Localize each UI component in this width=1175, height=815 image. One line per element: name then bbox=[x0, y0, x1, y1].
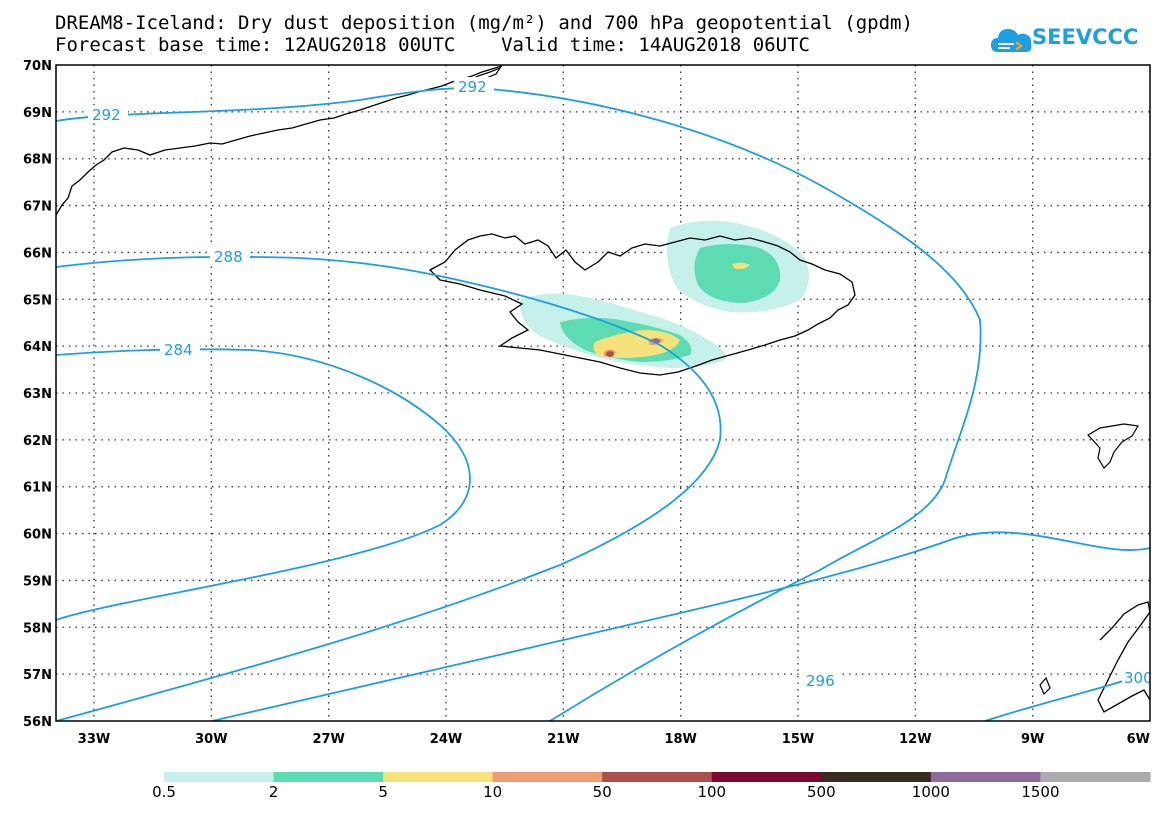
lat-label: 64N bbox=[23, 340, 52, 355]
lat-label: 57N bbox=[23, 668, 52, 683]
lon-label: 6W bbox=[1127, 732, 1150, 747]
legend-label: 0.5 bbox=[152, 783, 176, 801]
scotland-coastline bbox=[1097, 601, 1150, 713]
lon-label: 24W bbox=[430, 732, 462, 747]
lat-label: 61N bbox=[23, 481, 52, 496]
legend-swatch bbox=[273, 772, 384, 782]
legend-label: 500 bbox=[807, 783, 836, 801]
contour-label-group: 292 292 288 284 296 300 bbox=[88, 77, 1153, 690]
contour-296 bbox=[211, 531, 1150, 721]
legend-colorbar bbox=[164, 772, 1151, 782]
legend-label: 1500 bbox=[1021, 783, 1060, 801]
logo-text: SEEVCCC bbox=[1032, 25, 1139, 49]
lon-label: 21W bbox=[547, 732, 579, 747]
contour-label: 292 bbox=[458, 78, 487, 96]
cloud-icon bbox=[991, 29, 1032, 52]
contour-label: 292 bbox=[92, 106, 121, 124]
lat-label: 70N bbox=[23, 59, 52, 74]
legend-swatch bbox=[821, 772, 932, 782]
contour-284 bbox=[56, 348, 471, 621]
lon-label: 18W bbox=[664, 732, 696, 747]
lon-label: 30W bbox=[195, 732, 227, 747]
lat-label: 60N bbox=[23, 528, 52, 543]
contour-288 bbox=[56, 255, 722, 721]
contour-label: 300 bbox=[1124, 669, 1153, 687]
lat-label: 59N bbox=[23, 574, 52, 589]
contour-292 bbox=[56, 87, 982, 721]
latitude-axis: 70N 69N 68N 67N 66N 65N 64N 63N 62N 61N 60N 59N 58N 5… bbox=[23, 59, 52, 730]
lat-label: 58N bbox=[23, 621, 52, 636]
map-title: DREAM8-Iceland: Dry dust deposition (mg/… bbox=[55, 12, 913, 34]
legend-swatch bbox=[383, 772, 494, 782]
legend-label: 50 bbox=[592, 783, 612, 801]
legend-swatch bbox=[930, 772, 1041, 782]
legend-swatch bbox=[164, 772, 275, 782]
seevccc-logo: SEEVCCC bbox=[990, 22, 1160, 58]
legend-label: 100 bbox=[697, 783, 727, 801]
lat-label: 68N bbox=[23, 153, 52, 168]
legend-swatch bbox=[711, 772, 822, 782]
iceland-coastline bbox=[428, 233, 856, 376]
legend-label: 2 bbox=[268, 783, 279, 801]
contour-label: 288 bbox=[214, 248, 243, 266]
faroe-coastline bbox=[1087, 423, 1139, 469]
geopotential-contours bbox=[56, 87, 1150, 721]
contour-label: 284 bbox=[164, 341, 193, 359]
lon-label: 27W bbox=[312, 732, 344, 747]
lon-label: 33W bbox=[78, 732, 110, 747]
lat-label: 62N bbox=[23, 434, 52, 449]
longitude-axis: 33W 30W 27W 24W 21W 18W 15W 12W 9W 6W bbox=[78, 732, 1150, 747]
legend-swatch bbox=[1040, 772, 1151, 782]
map-subtitle: Forecast base time: 12AUG2018 00UTC Vali… bbox=[55, 34, 810, 56]
lon-label: 12W bbox=[899, 732, 931, 747]
lat-label: 65N bbox=[23, 293, 52, 308]
legend-label: 5 bbox=[378, 783, 388, 801]
contour-label: 296 bbox=[806, 672, 835, 690]
hebrides-coastline bbox=[1039, 676, 1051, 696]
legend-label: 10 bbox=[483, 783, 503, 801]
greenland-coastline bbox=[56, 65, 503, 216]
lat-label: 66N bbox=[23, 246, 52, 261]
legend-swatch bbox=[492, 772, 603, 782]
lon-label: 9W bbox=[1021, 732, 1044, 747]
lat-label: 69N bbox=[23, 106, 52, 121]
lat-label: 63N bbox=[23, 387, 52, 402]
lon-label: 15W bbox=[782, 732, 814, 747]
dust-deposition-shading bbox=[519, 220, 809, 368]
lat-label: 56N bbox=[23, 715, 52, 730]
lat-label: 67N bbox=[23, 200, 52, 215]
legend-swatch bbox=[602, 772, 713, 782]
graticule-grid bbox=[56, 65, 1150, 721]
map-frame bbox=[55, 64, 1151, 722]
legend-label: 1000 bbox=[911, 783, 950, 801]
